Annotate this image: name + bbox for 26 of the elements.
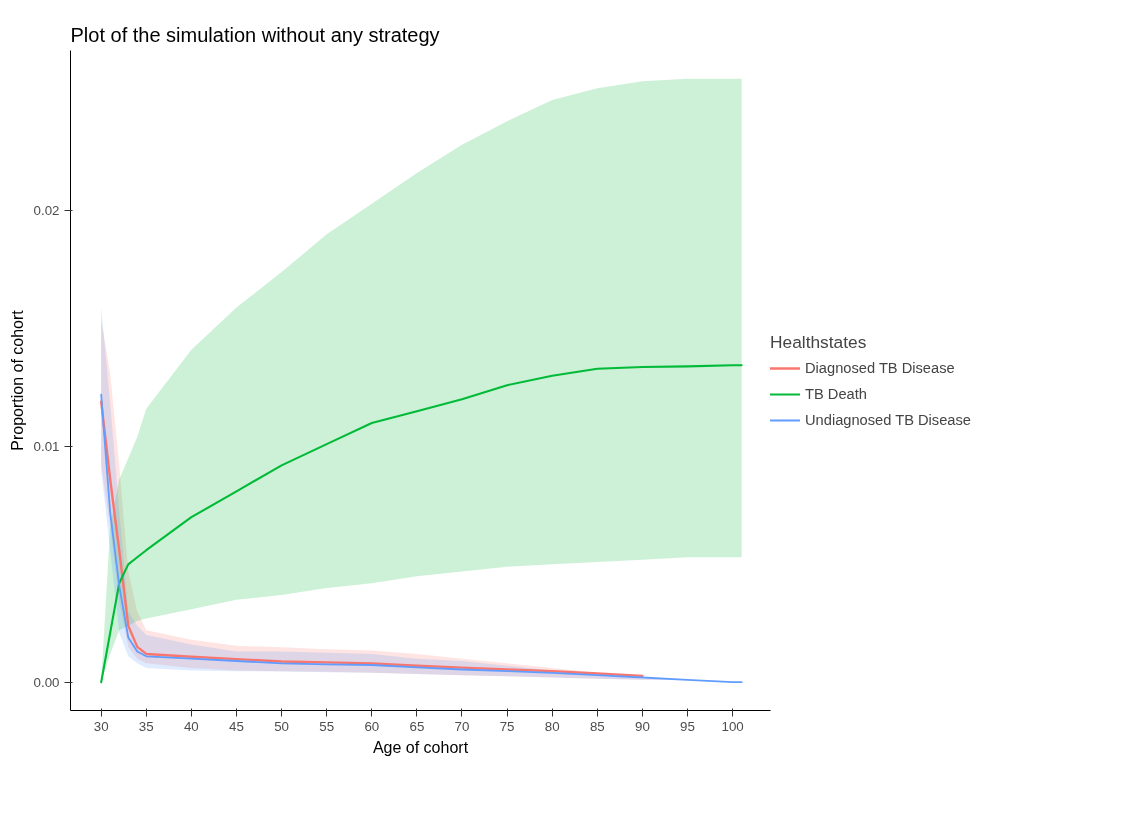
x-tick-label: 70 (454, 718, 470, 734)
x-tick-label: 40 (183, 718, 199, 734)
y-tick-label: 0.00 (33, 674, 60, 690)
legend-label: Undiagnosed TB Disease (805, 412, 971, 428)
y-tick-label: 0.01 (33, 439, 60, 454)
x-tick-label: 80 (544, 718, 560, 734)
x-tick-label: 30 (93, 718, 109, 734)
x-axis-title: Age of cohort (372, 738, 469, 756)
y-axis-title: Proportion of cohort (8, 309, 26, 451)
x-tick-label: 75 (499, 718, 515, 734)
x-tick-label: 90 (634, 718, 650, 734)
chart-title: Plot of the simulation without any strategy (70, 23, 440, 46)
x-tick-label: 100 (721, 718, 744, 734)
y-tick-label: 0.02 (33, 203, 60, 219)
legend-label: TB Death (805, 386, 867, 402)
line-series (99, 400, 644, 678)
x-tick-label: 55 (319, 718, 335, 734)
x-tick-label: 45 (229, 718, 244, 734)
x-tick-label: 65 (409, 718, 425, 734)
x-tick-label: 50 (274, 718, 289, 734)
x-tick-label: 95 (680, 718, 695, 734)
x-tick-label: 60 (364, 718, 380, 734)
x-tick-label: 85 (589, 718, 605, 734)
x-tick-label: 35 (138, 718, 154, 734)
legend-title: Healthstates (770, 332, 868, 353)
legend-label: Diagnosed TB Disease (805, 360, 955, 376)
